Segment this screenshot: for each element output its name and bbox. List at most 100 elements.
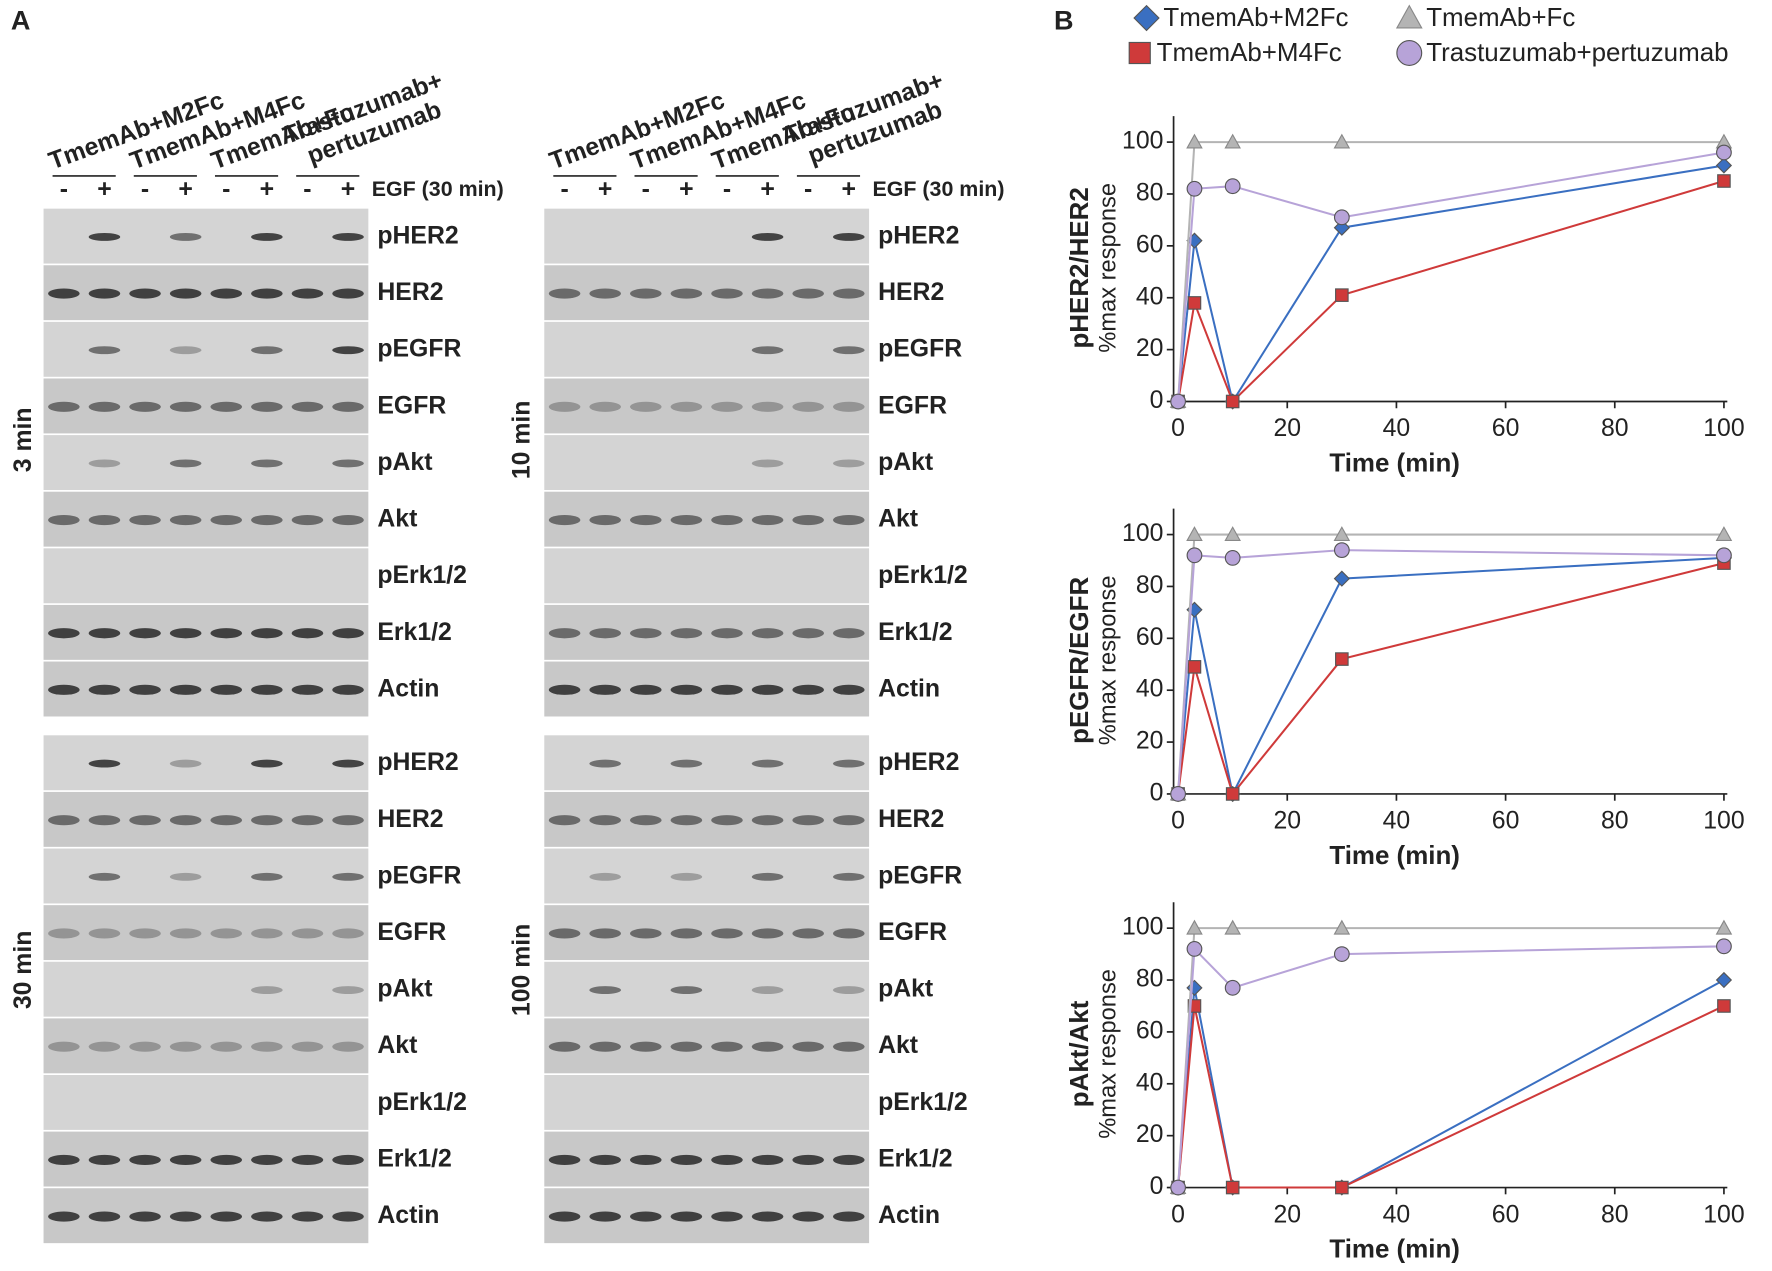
row-label: pHER2 — [377, 222, 458, 249]
blot-band — [210, 401, 243, 412]
blot-band — [548, 928, 581, 939]
blot-band — [291, 288, 324, 299]
lane-sign: - — [560, 176, 568, 203]
marker — [1224, 178, 1241, 195]
blot-band — [251, 759, 283, 768]
blot-band — [129, 401, 161, 412]
blot-band — [88, 872, 121, 881]
x-tick-label: 60 — [1492, 1201, 1520, 1228]
marker — [1186, 547, 1203, 564]
marker — [1224, 526, 1241, 541]
x-tick-label: 60 — [1492, 808, 1520, 835]
blot-band — [169, 401, 202, 412]
blot-band — [88, 232, 121, 241]
blot-band — [129, 928, 161, 939]
row-label: EGFR — [878, 919, 947, 946]
blot-band — [251, 684, 283, 695]
legend-label: TmemAb+M2Fc — [1163, 4, 1348, 32]
marker — [1170, 1179, 1186, 1196]
lane-sign: - — [804, 176, 812, 203]
blot-strip — [43, 905, 369, 961]
row-label: pAkt — [377, 976, 432, 1003]
blot-band — [332, 628, 364, 639]
blot-band — [548, 628, 581, 639]
marker — [1717, 999, 1731, 1013]
marker — [1225, 394, 1240, 409]
blot-band — [251, 514, 283, 526]
blot-band — [291, 815, 324, 826]
blot-band — [832, 928, 865, 939]
blot-band — [589, 684, 621, 695]
panel-label: B — [1054, 6, 1074, 36]
blot-band — [88, 346, 121, 355]
blot-band — [548, 684, 581, 695]
row-label: Actin — [377, 675, 439, 702]
blot-band — [792, 684, 824, 695]
series-line — [1177, 562, 1725, 797]
blot-band — [251, 1041, 283, 1052]
blot-band — [169, 1041, 202, 1052]
treatment-label: EGF (30 min) — [372, 177, 504, 201]
blot-band — [169, 459, 202, 468]
blot-band — [48, 1041, 80, 1052]
blot-band — [251, 401, 283, 412]
blot-band — [88, 288, 121, 299]
y-tick-label: 60 — [1136, 231, 1164, 258]
blot-band — [832, 986, 865, 995]
blot-band — [129, 1211, 161, 1222]
blot-band — [210, 1041, 243, 1052]
blot-band — [751, 628, 784, 639]
y-axis-label-sub: %max response — [1096, 183, 1122, 353]
blot-strip — [43, 1074, 369, 1130]
blot-band — [169, 1211, 202, 1222]
blot-band — [169, 872, 202, 881]
x-tick-label: 0 — [1171, 1201, 1185, 1228]
blot-band — [751, 288, 784, 299]
row-label: Akt — [878, 1032, 918, 1059]
legend-marker — [1396, 40, 1423, 66]
blot-band — [210, 628, 243, 639]
x-tick-label: 40 — [1383, 1201, 1411, 1228]
row-label: pErk1/2 — [878, 562, 968, 589]
marker — [1333, 919, 1351, 935]
series-line — [1177, 549, 1724, 795]
blot-band — [670, 759, 703, 768]
blot-band — [48, 928, 80, 939]
row-label: Actin — [878, 675, 940, 702]
blot-band — [129, 815, 161, 826]
lane-sign: + — [679, 176, 693, 203]
row-label: pErk1/2 — [377, 562, 467, 589]
blot-band — [251, 232, 283, 241]
marker — [1715, 526, 1733, 541]
blot-band — [210, 1154, 243, 1165]
blot-band — [210, 514, 243, 526]
blot-band — [832, 815, 865, 826]
y-tick-label: 60 — [1136, 1017, 1164, 1044]
blot-strip — [544, 208, 870, 264]
y-tick-label: 80 — [1136, 180, 1164, 207]
row-label: HER2 — [377, 279, 443, 306]
lane-sign: + — [341, 176, 355, 203]
blot-band — [751, 1041, 784, 1052]
blot-band — [629, 1154, 662, 1165]
blot-band — [629, 1041, 662, 1052]
time-label: 30 min — [10, 931, 37, 1010]
blot-band — [129, 684, 161, 695]
y-tick-label: 40 — [1136, 1069, 1164, 1096]
blot-band — [291, 928, 324, 939]
blot-band — [291, 1041, 324, 1052]
marker — [1335, 652, 1349, 666]
blot-band — [832, 1041, 865, 1052]
blot-band — [210, 684, 243, 695]
lane-sign: + — [842, 176, 856, 203]
blot-band — [88, 928, 121, 939]
marker — [1716, 547, 1732, 564]
blot-band — [792, 1041, 824, 1052]
blot-band — [792, 815, 824, 826]
blot-band — [589, 759, 621, 768]
marker — [1186, 979, 1203, 996]
blot-band — [751, 684, 784, 695]
blot-band — [670, 628, 703, 639]
blot-band — [711, 928, 743, 939]
